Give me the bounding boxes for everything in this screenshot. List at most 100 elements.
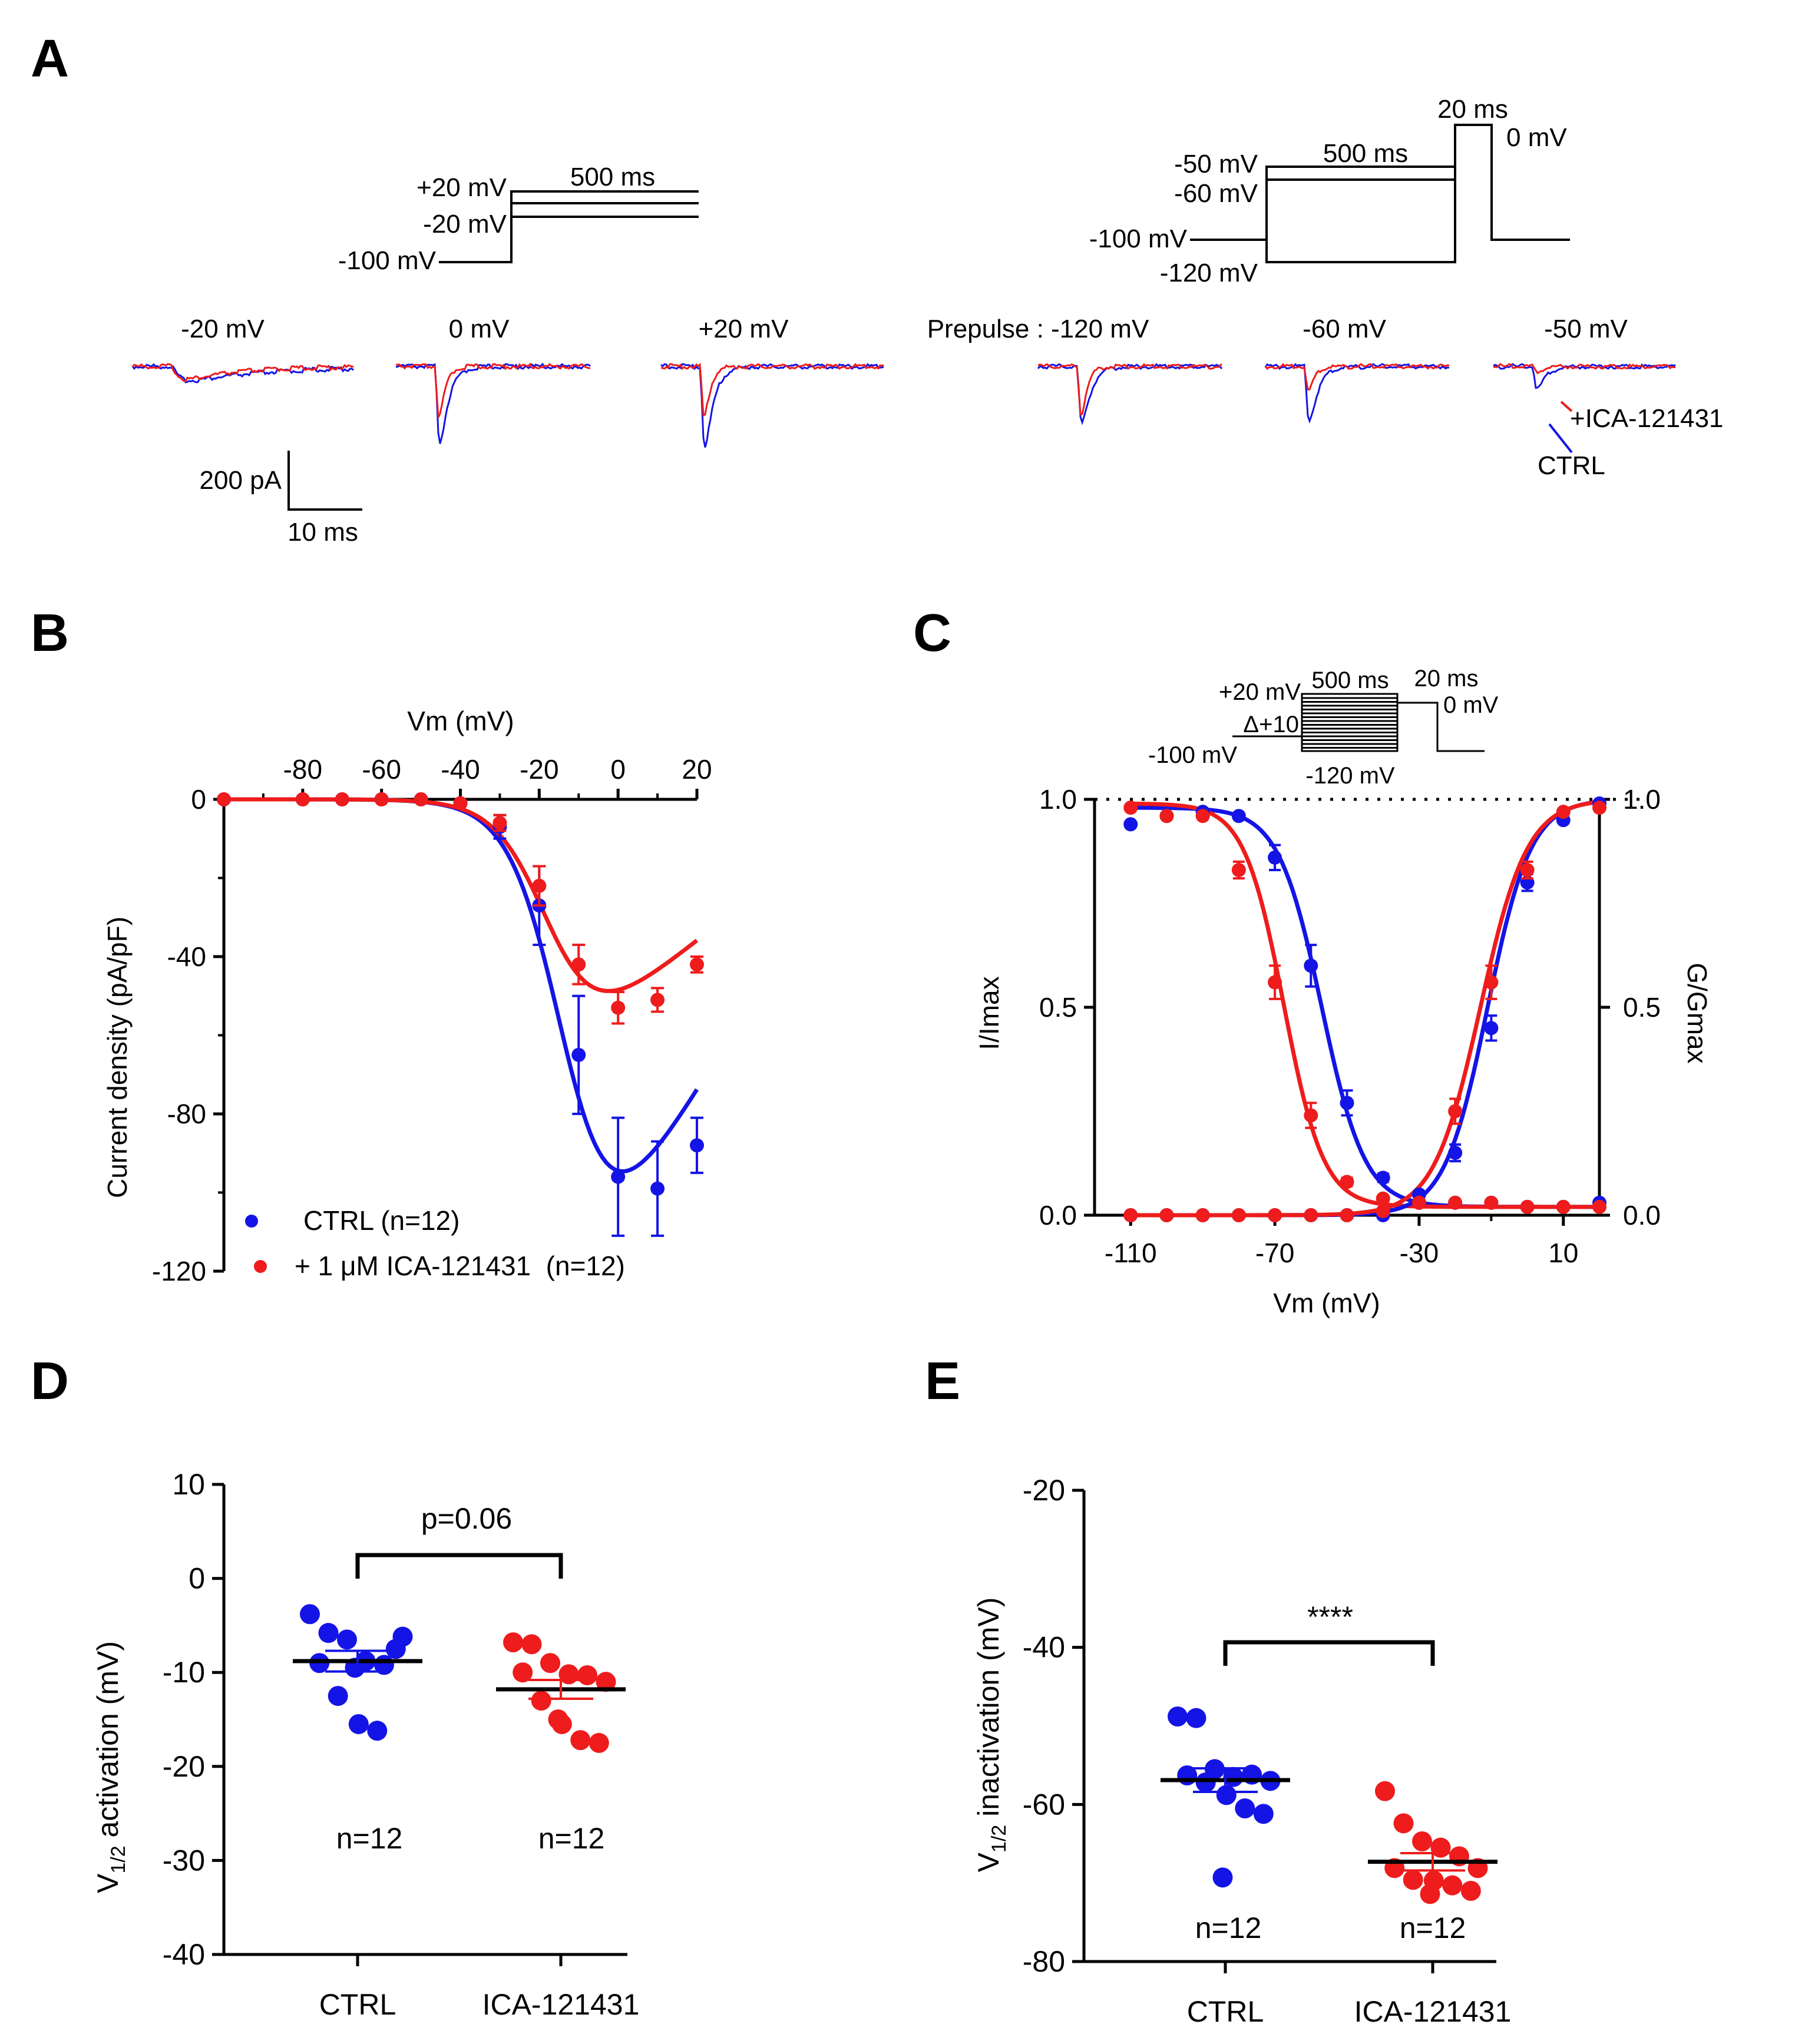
b-x-tick-label: -40	[441, 754, 480, 785]
c-point-2	[1448, 1146, 1463, 1160]
trace-label-6: -50 mV	[1544, 315, 1628, 343]
d-point-ica	[596, 1672, 616, 1692]
trace-ctrl-6	[1493, 363, 1676, 389]
d-point-ctrl	[318, 1623, 339, 1643]
b-point-ctrl	[690, 1138, 704, 1153]
d-point-ica	[570, 1730, 591, 1751]
scale-time: 10 ms	[287, 518, 358, 547]
c-point-1	[1376, 1191, 1390, 1206]
trace-ica-4	[1037, 363, 1222, 415]
c-point-1	[1304, 1108, 1318, 1123]
c-point-3	[1484, 975, 1499, 990]
e-point-ica	[1420, 1884, 1440, 1904]
d-point-ctrl	[385, 1639, 406, 1659]
c-point-3	[1411, 1195, 1426, 1210]
c-point-1	[1123, 801, 1138, 815]
b-y-tick-label: -120	[152, 1256, 206, 1286]
scale-bar	[287, 451, 362, 511]
e-point-ica	[1442, 1875, 1463, 1896]
c-point-1	[1484, 1195, 1499, 1210]
protocol2-steps	[1190, 124, 1570, 263]
c-point-1	[1159, 809, 1174, 823]
c-inset-v-top: +20 mV	[1219, 679, 1301, 705]
e-point-ctrl	[1168, 1706, 1188, 1727]
e-category-ctrl: CTRL	[1187, 1995, 1264, 2028]
protocol2-v-hold: -100 mV	[1089, 224, 1188, 253]
e-ylabel-main: V	[972, 1852, 1005, 1872]
d-significance-bracket	[355, 1553, 563, 1579]
d-y-tick-label: 0	[189, 1562, 205, 1595]
b-x-tick-label: -80	[283, 754, 322, 785]
b-point-ica	[690, 957, 704, 972]
e-point-ctrl	[1195, 1772, 1216, 1792]
b-y-tick-label: 0	[191, 784, 206, 815]
d-y-tick-label: -40	[163, 1938, 205, 1971]
trace-ctrl-4	[1037, 363, 1223, 425]
trace-label-2: 0 mV	[449, 315, 510, 343]
protocol1-steps	[439, 190, 699, 263]
c-point-2	[1484, 1021, 1499, 1036]
c-y-tick-label: 1.0	[1039, 784, 1077, 815]
trace-ctrl-5	[1264, 363, 1450, 424]
c-point-3	[1376, 1203, 1390, 1218]
d-y-tick-label: -30	[163, 1844, 205, 1877]
c-point-1	[1195, 809, 1210, 823]
e-point-ctrl	[1216, 1785, 1237, 1805]
e-ylabel-sub: 1/2	[988, 1825, 1010, 1853]
c-inset-v-hold: -100 mV	[1148, 742, 1237, 768]
b-legend-ctrl: CTRL (n=12)	[303, 1205, 460, 1236]
b-x-tick-label: -60	[362, 754, 401, 785]
c-ylabel-right: G/Gmax	[1682, 963, 1713, 1063]
trace-ica-3	[660, 363, 884, 417]
chart-c: +20 mV 500 ms 20 ms 0 mV Δ+10 -100 mV -1…	[974, 666, 1713, 1318]
panel-label-e: E	[925, 1352, 960, 1411]
c-axes: -110 -70 -30 10 0.0 0.5 1.0 0.0 0.5 1.0	[1039, 784, 1661, 1268]
d-category-ctrl: CTRL	[319, 1988, 396, 2021]
d-category-ica: ICA-121431	[482, 1988, 640, 2021]
trace-ica-2	[395, 362, 591, 418]
protocol2-v-pre2: -60 mV	[1174, 179, 1258, 208]
c-y-tick-label: 0.0	[1039, 1200, 1077, 1231]
legend-ica-pointer	[1560, 401, 1573, 412]
e-point-ica	[1460, 1881, 1481, 1901]
c-inset-test-v: 0 mV	[1443, 692, 1499, 718]
e-point-ctrl	[1235, 1798, 1255, 1818]
e-ylabel: V1/2 inactivation (mV)	[972, 1598, 1010, 1873]
inactivation-protocol	[1190, 124, 1570, 263]
c-point-3	[1123, 1208, 1138, 1222]
c-y-tick-label: 0.5	[1039, 992, 1077, 1023]
current-traces	[131, 362, 1676, 448]
e-point-ica	[1403, 1870, 1423, 1890]
c-point-0	[1268, 850, 1282, 865]
d-point-ica	[548, 1709, 568, 1729]
c-point-1	[1448, 1195, 1463, 1210]
c-point-0	[1123, 817, 1138, 832]
b-legend-ica-marker	[254, 1260, 267, 1273]
panel-label-c: C	[913, 604, 951, 663]
e-y-tick-label: -40	[1023, 1631, 1065, 1664]
e-y-tick-label: -20	[1023, 1474, 1065, 1507]
c-inset-test-duration: 20 ms	[1414, 666, 1479, 692]
d-point-ctrl	[328, 1686, 348, 1706]
b-x-tick-label: 20	[682, 754, 712, 785]
b-point-ica	[295, 792, 310, 806]
b-ylabel: Current density (pA/pF)	[102, 917, 133, 1198]
d-point-ica	[540, 1653, 560, 1673]
b-x-tick-label: -20	[520, 754, 558, 785]
d-y-tick-label: 10	[172, 1468, 205, 1501]
c-point-3	[1340, 1208, 1354, 1222]
c-point-3	[1268, 1208, 1282, 1222]
protocol2-test-v: 0 mV	[1506, 123, 1567, 152]
c-x-tick-label: 10	[1548, 1238, 1578, 1268]
b-point-ica	[414, 792, 428, 806]
protocol1-v-hold: -100 mV	[338, 246, 437, 275]
c-inset-duration: 500 ms	[1311, 667, 1389, 693]
e-axes: -20 -40 -60 -80	[1023, 1474, 1498, 1978]
e-significance: ****	[1307, 1600, 1353, 1633]
c-plot	[1123, 796, 1606, 1222]
d-ylabel-rest: activation (mV)	[91, 1641, 124, 1845]
b-point-ica	[374, 792, 389, 806]
c-point-0	[1376, 1170, 1390, 1185]
c-y-tick-label-right: 1.0	[1623, 784, 1661, 815]
c-point-3	[1592, 801, 1606, 815]
